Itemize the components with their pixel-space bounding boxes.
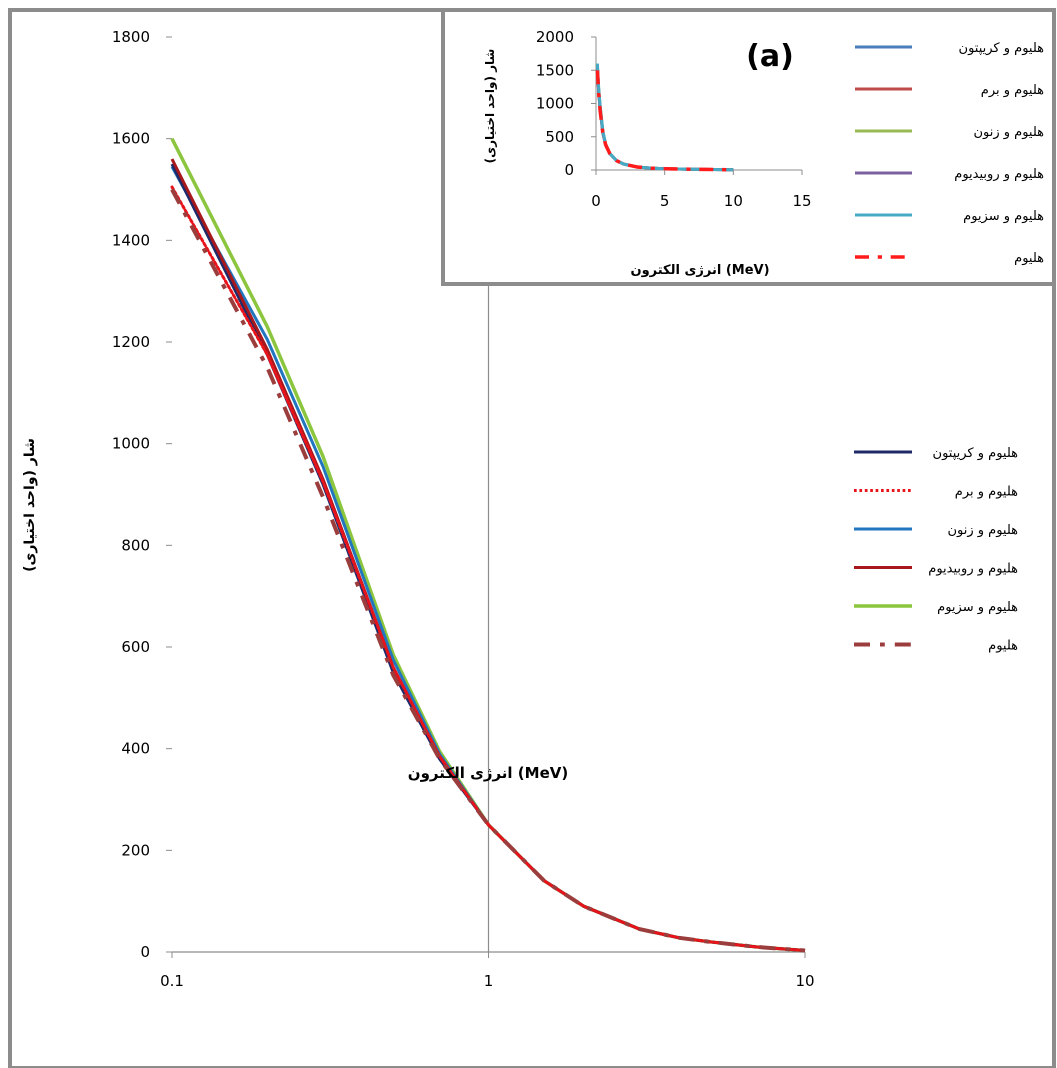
y-tick-label: 600: [121, 638, 150, 656]
series-line: [170, 188, 806, 953]
inset-frame: [441, 8, 1056, 286]
y-tick-label: 0: [564, 161, 574, 179]
y-tick-label: 2000: [536, 28, 574, 46]
y-tick-label: 1000: [536, 95, 574, 113]
y-tick-label: 1800: [112, 28, 150, 46]
legend-label: هلیوم و روبیدیوم: [928, 562, 1018, 577]
y-tick-label: 1200: [112, 333, 150, 351]
legend-label: هلیوم: [1014, 251, 1044, 266]
legend-label: هلیوم و زنون: [973, 125, 1044, 140]
y-tick-label: 500: [545, 128, 574, 146]
legend-label: هلیوم: [988, 639, 1018, 654]
main-y-axis-label: شار (واحد اختیاری): [22, 438, 38, 572]
main-legend: هلیوم و کریپتون هلیوم و برم هلیوم و زنون هل…: [854, 446, 1018, 654]
inset-legend: هلیوم و کریپتون هلیوم و برم هلیوم و زنون هل…: [855, 41, 1044, 266]
inset-y-axis-label: شار (واحد اختیاری): [483, 49, 498, 164]
y-tick-label: 1500: [536, 61, 574, 79]
legend-label: هلیوم و برم: [955, 485, 1018, 500]
y-tick-label: 800: [121, 536, 150, 554]
inset-annotation: (a): [746, 39, 794, 74]
y-tick-label: 1600: [112, 130, 150, 148]
y-tick-label: 1000: [112, 435, 150, 453]
y-tick-label: 400: [121, 740, 150, 758]
legend-label: هلیوم و کریپتون: [933, 446, 1019, 461]
x-tick-label: 0.1: [160, 972, 184, 990]
legend-label: هلیوم و سزیوم: [963, 209, 1044, 224]
y-tick-label: 0: [140, 943, 150, 961]
inset-x-axis-label: انرژی الکترون (MeV): [630, 263, 769, 278]
main-x-axis-ticks: 0.1 1 10: [160, 952, 815, 990]
legend-label: هلیوم و زنون: [947, 523, 1018, 538]
legend-label: هلیوم و برم: [981, 83, 1044, 98]
legend-label: هلیوم و روبیدیوم: [954, 167, 1044, 182]
inset-y-axis-ticks: 0 500 1000 1500 2000: [536, 28, 802, 179]
inset-chart: 0 500 1000 1500 2000 0 5 10 15 (a) انرژی الکترو…: [441, 8, 1056, 286]
x-tick-label: 10: [795, 972, 814, 990]
y-tick-label: 1400: [112, 231, 150, 249]
legend-label: هلیوم و سزیوم: [937, 600, 1018, 615]
inset-series-group: [595, 63, 734, 172]
legend-label: هلیوم و کریپتون: [959, 41, 1045, 56]
x-tick-label: 5: [660, 192, 670, 210]
inset-x-axis-ticks: 0 5 10 15: [591, 170, 812, 210]
x-tick-label: 15: [792, 192, 811, 210]
y-tick-label: 200: [121, 841, 150, 859]
x-tick-label: 0: [591, 192, 601, 210]
main-series-group: [170, 137, 807, 953]
x-tick-label: 10: [724, 192, 743, 210]
main-x-axis-label: انرژی الکترون (MeV): [408, 764, 568, 782]
series-line: [595, 70, 734, 172]
x-tick-label: 1: [484, 972, 494, 990]
